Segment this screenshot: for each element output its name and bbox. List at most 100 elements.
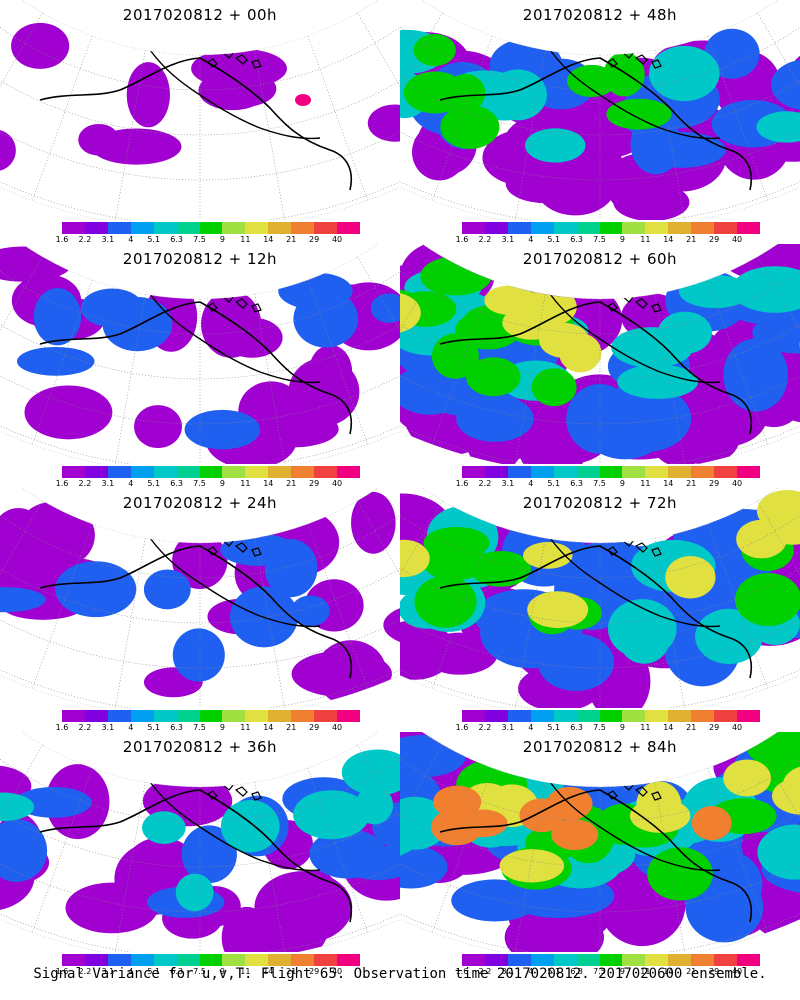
colorbar-tick-label: 7.5: [193, 235, 206, 244]
colorbar-tick-label: 2.2: [478, 479, 492, 488]
variance-blob: [756, 111, 800, 143]
colorbar-tick-label: 5.1: [147, 967, 161, 976]
colorbar-tick-label: 3.1: [101, 723, 115, 732]
colorbar-tick-label: 5.1: [147, 723, 161, 732]
colorbar-tick-label: 2.2: [78, 723, 92, 732]
variance-blob: [290, 595, 330, 627]
colorbar-tick-label: 21: [286, 479, 297, 488]
colorbar-tick-label: 2.2: [78, 235, 92, 244]
variance-blob: [445, 73, 486, 113]
colorbar-swatch: [576, 954, 600, 966]
variance-blob: [172, 628, 225, 682]
colorbar-swatch: [222, 954, 246, 966]
variance-blob: [181, 825, 237, 884]
coastline: [549, 293, 721, 384]
colorbar-swatch: [484, 466, 508, 478]
colorbar-tick-label: 4: [528, 479, 534, 488]
colorbar-tick-label: 7.5: [593, 479, 606, 488]
graticule: [400, 495, 800, 708]
colorbar-tick-label: 7.5: [593, 967, 606, 976]
colorbar-swatch: [553, 710, 577, 722]
variance-blob: [172, 532, 228, 590]
colorbar-labels: 1.6 2.2 3.1 4 5.1 6.3 7.5 9 11 14 21 29 40: [56, 967, 360, 977]
colorbar-tick-label: 40: [731, 967, 743, 976]
variance-blob: [504, 908, 605, 952]
colorbar-tick-label: 40: [331, 235, 343, 244]
variance-blob: [341, 749, 400, 796]
colorbar-tick-label: 6.3: [570, 723, 583, 732]
colorbar-tick-label: 29: [309, 723, 320, 732]
variance-blob: [530, 288, 577, 326]
colorbar-swatch: [484, 222, 508, 234]
forecast-panel: 2017020812 + 60h 1.6 2.2 3.1 4 5.1 6.3 7.5 9 11 14…: [400, 244, 800, 488]
colorbar-swatch: [245, 710, 269, 722]
graticule: [0, 739, 400, 952]
colorbar-tick-label: 4: [128, 723, 134, 732]
colorbar-tick-label: 7.5: [193, 967, 206, 976]
colorbar-tick-label: 21: [686, 479, 697, 488]
variance-blob: [611, 327, 694, 368]
variance-blob: [0, 508, 44, 556]
variance-blob: [756, 490, 800, 532]
colorbar-labels: 1.6 2.2 3.1 4 5.1 6.3 7.5 9 11 14 21 29 40: [56, 235, 360, 245]
variance-blob: [134, 405, 182, 449]
colorbar-swatch: [668, 466, 692, 478]
colorbar-tick-label: 9: [619, 967, 625, 976]
variance-blob: [370, 293, 400, 323]
colorbar-swatch: [599, 954, 623, 966]
variance-blob: [400, 620, 455, 680]
colorbar-tick-label: 29: [309, 967, 320, 976]
colorbar: [462, 222, 760, 234]
coastline: [149, 293, 321, 384]
variance-blob: [539, 322, 590, 358]
colorbar-swatch: [176, 466, 200, 478]
variance-map: [400, 244, 800, 464]
graticule: [400, 7, 800, 220]
variance-map: [400, 732, 800, 952]
variance-blob: [142, 811, 186, 844]
variance-map: [0, 488, 400, 708]
colorbar-tick-label: 6.3: [170, 235, 183, 244]
colorbar-swatch: [107, 466, 131, 478]
colorbar-swatch: [62, 222, 85, 234]
colorbar-swatch: [484, 954, 508, 966]
forecast-panel: 2017020812 + 12h 1.6 2.2 3.1 4 5.1 6.3 7.5 9 11 14…: [0, 244, 400, 488]
figure-caption: Signal Variance for u,v,T. Flight 65. Ob…: [33, 966, 767, 982]
colorbar-swatch: [691, 222, 715, 234]
colorbar-swatch: [737, 466, 760, 478]
colorbar-tick-label: 3.1: [501, 723, 515, 732]
colorbar-swatch: [599, 222, 623, 234]
colorbar-swatch: [737, 710, 760, 722]
variance-blob: [599, 384, 692, 453]
colorbar-swatch: [645, 954, 669, 966]
variance-blob: [91, 128, 182, 165]
variance-blob: [772, 777, 800, 815]
colorbar-swatch: [153, 222, 177, 234]
colorbar-tick-label: 40: [731, 723, 743, 732]
colorbar-tick-label: 4: [528, 967, 534, 976]
graticule: [0, 251, 400, 464]
colorbar-swatch: [622, 710, 646, 722]
colorbar-labels: 1.6 2.2 3.1 4 5.1 6.3 7.5 9 11 14 21 29 40: [456, 235, 760, 245]
graticule: [400, 251, 800, 464]
panel-title: 2017020812 + 72h: [522, 494, 678, 512]
colorbar-tick-label: 7.5: [193, 723, 206, 732]
colorbar-tick-label: 1.6: [55, 723, 69, 732]
colorbar-swatch: [507, 222, 531, 234]
colorbar-tick-label: 3.1: [501, 967, 515, 976]
colorbar-swatch: [645, 466, 669, 478]
colorbar-tick-label: 5.1: [147, 235, 161, 244]
panel-title: 2017020812 + 84h: [522, 738, 678, 756]
variance-blob: [400, 845, 448, 889]
variance-blob: [617, 364, 699, 399]
variance-blob: [757, 824, 800, 880]
colorbar-swatch: [222, 710, 246, 722]
colorbar-swatch: [691, 954, 715, 966]
colorbar-tick-label: 2.2: [478, 967, 492, 976]
forecast-panel: 2017020812 + 48h 1.6 2.2 3.1 4 5.1 6.3 7.5 9 11 14…: [400, 0, 800, 244]
colorbar-labels: 1.6 2.2 3.1 4 5.1 6.3 7.5 9 11 14 21 29 40: [56, 723, 360, 733]
colorbar-labels: 1.6 2.2 3.1 4 5.1 6.3 7.5 9 11 14 21 29 40: [56, 479, 360, 489]
colorbar-tick-label: 3.1: [101, 235, 115, 244]
colorbar: [62, 222, 360, 234]
coastline: [39, 789, 352, 923]
